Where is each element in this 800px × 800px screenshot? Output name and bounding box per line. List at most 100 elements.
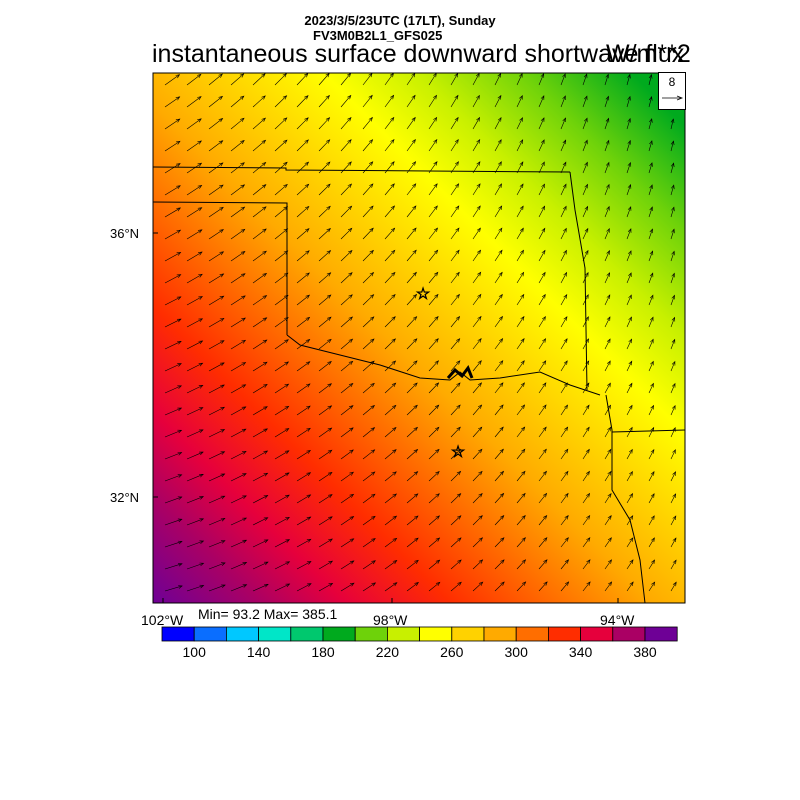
wind-vector (230, 184, 245, 196)
wind-vector (648, 206, 653, 218)
wind-vector (406, 250, 417, 262)
wind-vector-head (671, 294, 675, 300)
wind-vector-head (562, 117, 566, 123)
wind-vector (296, 206, 310, 218)
wind-vector-head (326, 161, 331, 166)
wind-vector (362, 427, 375, 438)
wind-vector-head (497, 139, 502, 144)
wind-vector-head (197, 96, 202, 101)
wind-vector (318, 95, 330, 108)
wind-vector-head (412, 205, 417, 210)
wind-vector (560, 559, 569, 570)
wind-vector-head (198, 251, 203, 256)
wind-vector (670, 163, 674, 174)
wind-vector (428, 360, 439, 372)
wind-vector-head (477, 338, 482, 343)
wind-vector (670, 383, 676, 394)
wind-vector (450, 183, 459, 196)
wind-vector (538, 183, 545, 196)
wind-vector-head (434, 316, 439, 321)
wind-vector (164, 429, 182, 438)
wind-vector (516, 294, 525, 306)
wind-vector-head (240, 228, 246, 233)
wind-vector (582, 184, 588, 196)
wind-vector-head (411, 161, 417, 166)
wind-vector (406, 560, 419, 570)
wind-vector-head (390, 161, 395, 166)
wind-vector (494, 250, 503, 262)
wind-vector-head (586, 559, 591, 564)
wind-vector-head (671, 184, 675, 190)
wind-vector-head (390, 116, 395, 122)
lake-texoma (446, 364, 474, 379)
wind-vector (604, 559, 612, 570)
wind-vector-head (629, 515, 634, 520)
wind-vector-head (606, 272, 611, 277)
wind-vector-head (411, 94, 416, 100)
wind-vector-head (413, 338, 418, 343)
wind-vector-head (433, 183, 438, 188)
wind-vector (296, 294, 310, 306)
wind-vector (164, 141, 181, 152)
wind-vector-head (241, 451, 247, 455)
colorbar-box (644, 626, 678, 642)
wind-vector (362, 560, 376, 570)
wind-vector-head (370, 449, 376, 454)
colorbar-label: 380 (633, 644, 657, 660)
wind-vector (186, 318, 203, 328)
wind-vector-head (219, 206, 224, 211)
wind-vector (274, 406, 289, 416)
wind-vector (604, 162, 610, 174)
wind-vector (296, 317, 310, 328)
wind-vector (362, 250, 374, 262)
wind-vector (384, 338, 396, 350)
wind-vector-head (349, 582, 355, 587)
arkansas-louisiana-border (611, 429, 685, 433)
wind-vector-head (457, 515, 462, 520)
wind-vector-head (242, 473, 247, 477)
wind-vector-head (305, 250, 310, 255)
wind-vector-head (175, 74, 181, 79)
wind-vector-head (413, 360, 418, 365)
wind-vector (296, 405, 311, 416)
red-river-border (286, 334, 601, 396)
wind-vector (230, 340, 246, 350)
wind-vector (340, 383, 354, 394)
wind-vector-head (284, 450, 290, 455)
wind-vector-head (456, 360, 461, 365)
wind-vector (340, 405, 354, 416)
wind-vector (604, 316, 611, 328)
wind-vector (208, 140, 223, 152)
wind-vector (340, 161, 352, 174)
wind-vector (626, 449, 633, 460)
wind-vector-head (649, 272, 654, 278)
wind-vector (186, 140, 202, 152)
wind-vector (472, 426, 482, 438)
wind-vector-head (349, 560, 355, 565)
kansas-oklahoma-border (153, 166, 571, 173)
wind-vector-head (285, 516, 290, 521)
wind-vector-head (671, 382, 676, 388)
wind-vector-head (519, 161, 524, 166)
wind-vector (428, 559, 440, 570)
wind-vector-head (263, 495, 269, 499)
wind-vector (494, 227, 503, 240)
wind-vector (538, 449, 547, 460)
wind-vector (604, 272, 610, 284)
wind-vector-head (672, 471, 676, 476)
wind-vector-head (219, 273, 225, 278)
wind-vector (670, 361, 676, 372)
wind-vector-head (326, 250, 332, 255)
wind-vector (604, 581, 612, 592)
wind-vector-head (306, 450, 311, 454)
wind-vector-head (607, 382, 611, 388)
wind-vector-head (477, 271, 482, 277)
wind-vector-head (305, 316, 311, 321)
wind-vector-head (520, 293, 525, 299)
wind-vector (560, 228, 567, 240)
wind-vector-head (672, 581, 677, 587)
wind-vector (450, 294, 460, 306)
wind-vector-head (628, 360, 633, 366)
wind-vector-head (371, 560, 376, 565)
wind-vector-head (197, 162, 203, 167)
